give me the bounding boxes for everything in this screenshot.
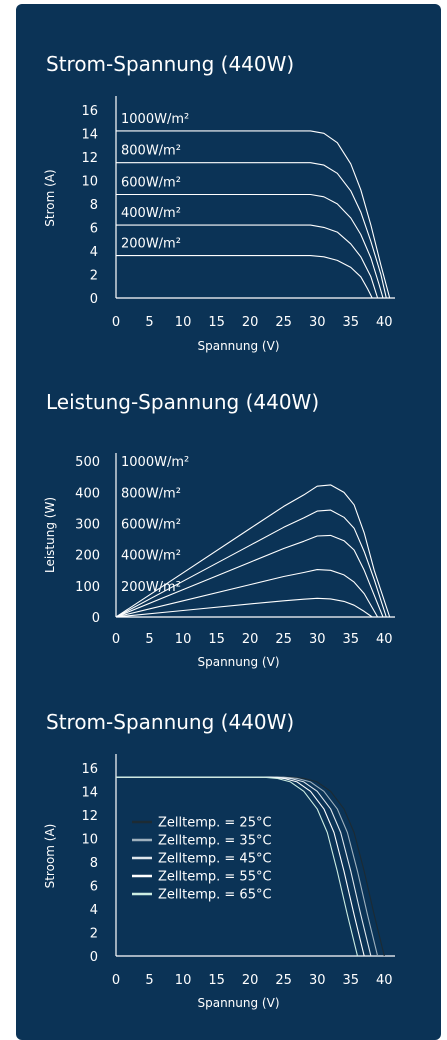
y-tick-label: 12: [81, 809, 98, 824]
y-axis-label: Leistung (W): [43, 497, 57, 573]
y-axis-label: Stroom (A): [43, 824, 57, 889]
iv-irradiance-chart: 0 5 10 15 20 25 30 35 40 0 2 4 6 8 10 12 14 16 Spannung (V…: [43, 96, 395, 353]
y-tick-label: 400: [75, 486, 100, 501]
y-tick-label: 2: [90, 268, 98, 283]
series-line-1: [115, 484, 391, 618]
series-line-5: [116, 255, 373, 299]
x-tick-label: 30: [309, 973, 326, 988]
x-tick-label: 10: [175, 315, 192, 330]
series-line-4: [115, 569, 379, 618]
y-tick-label: 300: [75, 518, 100, 533]
x-tick-label: 20: [242, 315, 259, 330]
chart-panel: [16, 4, 441, 1040]
x-tick-label: 30: [309, 315, 326, 330]
legend-label-5: Zelltemp. = 65°C: [158, 888, 272, 903]
x-tick-label: 30: [309, 632, 326, 647]
series-line-3: [115, 534, 384, 618]
legend-label-3: 600W/m²: [121, 175, 181, 190]
chart-title-iv-irradiance: Strom-Spannung (440W): [46, 52, 295, 76]
x-tick-label: 10: [175, 973, 192, 988]
y-tick-label: 100: [75, 580, 100, 595]
x-tick-label: 35: [342, 315, 359, 330]
y-tick-label: 6: [90, 221, 98, 236]
series-line-2: [116, 162, 387, 299]
y-tick-label: 500: [75, 455, 100, 470]
series-line-4: [116, 224, 379, 299]
y-tick-label: 0: [90, 950, 98, 965]
series-line-2: [115, 509, 387, 618]
x-tick-label: 25: [275, 315, 292, 330]
x-tick-label: 25: [275, 973, 292, 988]
legend-label-3: 600W/m²: [121, 518, 181, 533]
y-tick-label: 6: [90, 879, 98, 894]
series-line-3: [116, 776, 372, 957]
legend-label-5: 200W/m²: [121, 580, 181, 595]
legend-label-4: 400W/m²: [121, 206, 181, 221]
y-tick-label: 4: [90, 245, 98, 260]
x-tick-label: 15: [208, 973, 225, 988]
legend-label-3: Zelltemp. = 45°C: [158, 852, 272, 867]
series-line-1: [116, 130, 391, 299]
x-tick-label: 25: [275, 632, 292, 647]
x-tick-label: 35: [342, 973, 359, 988]
legend-label-1: Zelltemp. = 25°C: [158, 816, 272, 831]
series-line-3: [116, 193, 384, 299]
x-axis-label: Spannung (V): [197, 655, 279, 669]
y-tick-label: 14: [81, 127, 98, 142]
y-tick-label: 16: [81, 762, 98, 777]
y-tick-label: 10: [81, 174, 98, 189]
y-tick-label: 0: [92, 611, 100, 626]
x-tick-label: 0: [112, 315, 120, 330]
chart-title-pv-irradiance: Leistung-Spannung (440W): [46, 390, 320, 414]
x-axis-label: Spannung (V): [197, 339, 279, 353]
x-tick-label: 40: [376, 632, 393, 647]
x-tick-label: 0: [112, 632, 120, 647]
y-tick-label: 12: [81, 151, 98, 166]
y-tick-label: 8: [90, 856, 98, 871]
legend-label-5: 200W/m²: [121, 237, 181, 252]
y-tick-label: 2: [90, 926, 98, 941]
legend-label-2: 800W/m²: [121, 144, 181, 159]
x-tick-label: 10: [175, 632, 192, 647]
y-tick-label: 14: [81, 785, 98, 800]
chart-title-iv-temperature: Strom-Spannung (440W): [46, 710, 295, 734]
legend-label-1: 1000W/m²: [121, 112, 189, 127]
x-tick-label: 20: [242, 632, 259, 647]
series-line-5: [116, 776, 359, 957]
y-tick-label: 0: [90, 292, 98, 307]
legend-label-4: 400W/m²: [121, 549, 181, 564]
x-tick-label: 40: [376, 315, 393, 330]
y-axis-label: Strom (A): [43, 169, 57, 226]
legend-label-2: 800W/m²: [121, 486, 181, 501]
x-tick-label: 20: [242, 973, 259, 988]
y-tick-label: 8: [90, 198, 98, 213]
y-tick-label: 4: [90, 903, 98, 918]
legend-label-4: Zelltemp. = 55°C: [158, 870, 272, 885]
x-tick-label: 5: [145, 632, 153, 647]
x-tick-label: 15: [208, 315, 225, 330]
legend-label-2: Zelltemp. = 35°C: [158, 834, 272, 849]
x-tick-label: 40: [376, 973, 393, 988]
series-line-4: [116, 776, 365, 957]
x-tick-label: 5: [145, 315, 153, 330]
series-line-5: [115, 597, 373, 618]
y-tick-label: 200: [75, 549, 100, 564]
x-tick-label: 15: [208, 632, 225, 647]
x-tick-label: 0: [112, 973, 120, 988]
x-axis-label: Spannung (V): [197, 996, 279, 1010]
x-tick-label: 35: [342, 632, 359, 647]
legend-label-1: 1000W/m²: [121, 455, 189, 470]
y-tick-label: 10: [81, 832, 98, 847]
series-line-2: [116, 776, 379, 957]
x-tick-label: 5: [145, 973, 153, 988]
series-line-1: [116, 776, 385, 957]
pv-irradiance-chart: 0 5 10 15 20 25 30 35 400100200300400500Spannung…: [43, 453, 395, 669]
y-tick-label: 16: [81, 104, 98, 119]
